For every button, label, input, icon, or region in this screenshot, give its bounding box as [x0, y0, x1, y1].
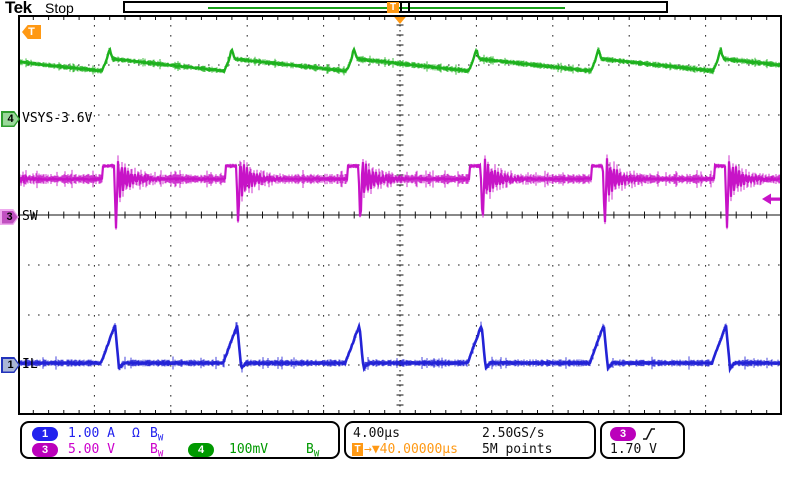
trigger-level: 1.70 V	[610, 442, 657, 457]
trigger-position-bar-icon: T	[387, 2, 399, 13]
ch4-waveform-label: VSYS-3.6V	[22, 111, 93, 126]
trigger-delay-t-icon: T	[352, 443, 363, 456]
ch4-bw-b: B	[306, 442, 314, 457]
acquisition-status: Stop	[45, 0, 74, 16]
ch1-badge: 1	[32, 427, 58, 441]
trigger-t-flag: T	[22, 25, 41, 39]
ch3-bandwidth-icon: BW	[150, 443, 163, 462]
record-view-line	[208, 7, 565, 9]
ch1-bandwidth-icon: BW	[150, 427, 163, 446]
ch4-bw-w: W	[313, 449, 320, 460]
sample-rate: 2.50GS/s	[482, 426, 545, 441]
channel-readout-box: 1 1.00 A Ω BW 3 5.00 V BW 4 100mV BW	[20, 421, 340, 462]
ch3-badge: 3	[32, 443, 58, 457]
acquisition-preview-bar: T	[123, 1, 668, 13]
ch3-bw-b: B	[150, 442, 158, 457]
trigger-delay: →▼40.00000µs	[364, 442, 458, 457]
ch4-reference-tag-number: 4	[2, 112, 19, 126]
ch4-reference-tag: 4	[1, 111, 20, 127]
ch3-reference-tag-number: 3	[1, 210, 18, 224]
timebase-scale: 4.00µs	[353, 426, 400, 441]
edge-minor-ticks	[32, 15, 782, 415]
trigger-source-badge: 3	[610, 427, 636, 441]
ch4-bandwidth-icon: BW	[306, 443, 319, 462]
ch4-scale: 100mV	[229, 442, 269, 457]
ch3-scale: 5.00 V	[68, 442, 115, 457]
ch4-trace	[18, 46, 782, 74]
ch1-bw-w: W	[157, 433, 164, 444]
ch3-trace	[18, 158, 782, 229]
record-length: 5M points	[482, 442, 553, 457]
graticule-border	[18, 15, 782, 415]
ch1-reference-tag: 1	[1, 357, 20, 373]
tek-logo: Tek	[5, 0, 32, 17]
ch3-waveform-label: SW	[22, 209, 38, 224]
trigger-position-marker	[393, 15, 407, 24]
ch3-bw-w: W	[157, 449, 164, 460]
ch3-reference-tag: 3	[0, 209, 19, 225]
ch1-waveform-label: IL	[22, 357, 38, 372]
ch1-coupling-icon: Ω	[132, 426, 140, 441]
timebase-readout-box: 4.00µs 2.50GS/s T →▼40.00000µs 5M points	[344, 421, 596, 459]
rising-edge-icon	[643, 428, 655, 440]
ch1-reference-tag-number: 1	[2, 358, 19, 372]
view-window-bracket	[400, 1, 410, 13]
ch1-bw-b: B	[150, 426, 158, 441]
ch3-trigger-level-arrow	[762, 193, 782, 205]
trigger-readout-box: 3 1.70 V	[600, 421, 685, 459]
ch4-badge: 4	[188, 443, 214, 457]
graticule	[18, 15, 782, 415]
ch1-trace	[18, 321, 782, 374]
ch1-scale: 1.00 A	[68, 426, 115, 441]
